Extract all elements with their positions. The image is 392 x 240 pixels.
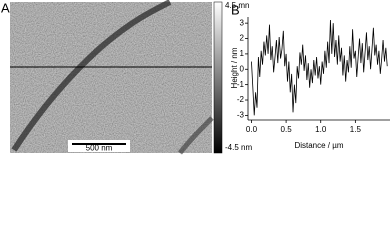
x-axis-label: Distance / µm bbox=[294, 141, 343, 150]
x-tick-label: 1.5 bbox=[350, 125, 362, 134]
afm-image bbox=[10, 0, 214, 155]
y-tick-label: -1 bbox=[237, 80, 245, 89]
y-tick-label: 3 bbox=[240, 18, 245, 27]
figure: A 500 nm 4.5 mn -4.5 nm B Height / nm Di… bbox=[1, 0, 390, 155]
y-tick-label: -2 bbox=[237, 95, 245, 104]
y-tick-label: 1 bbox=[240, 49, 245, 58]
colorbar bbox=[213, 1, 223, 154]
panel-label: A bbox=[1, 0, 10, 15]
scale-bar-label: 500 nm bbox=[86, 144, 113, 153]
height-profile bbox=[251, 20, 388, 116]
y-tick-label: -3 bbox=[237, 110, 245, 119]
y-tick-label: 0 bbox=[240, 64, 245, 73]
y-tick-label: 2 bbox=[240, 34, 245, 43]
x-tick-label: 0.0 bbox=[246, 125, 258, 134]
x-tick-label: 0.5 bbox=[281, 125, 293, 134]
x-tick-label: 1.0 bbox=[315, 125, 327, 134]
y-axis-label: Height / nm bbox=[230, 47, 239, 88]
panel-label: B bbox=[231, 2, 240, 17]
colorbar-max: 4.5 mn bbox=[225, 1, 249, 10]
colorbar-min: -4.5 nm bbox=[225, 143, 252, 152]
